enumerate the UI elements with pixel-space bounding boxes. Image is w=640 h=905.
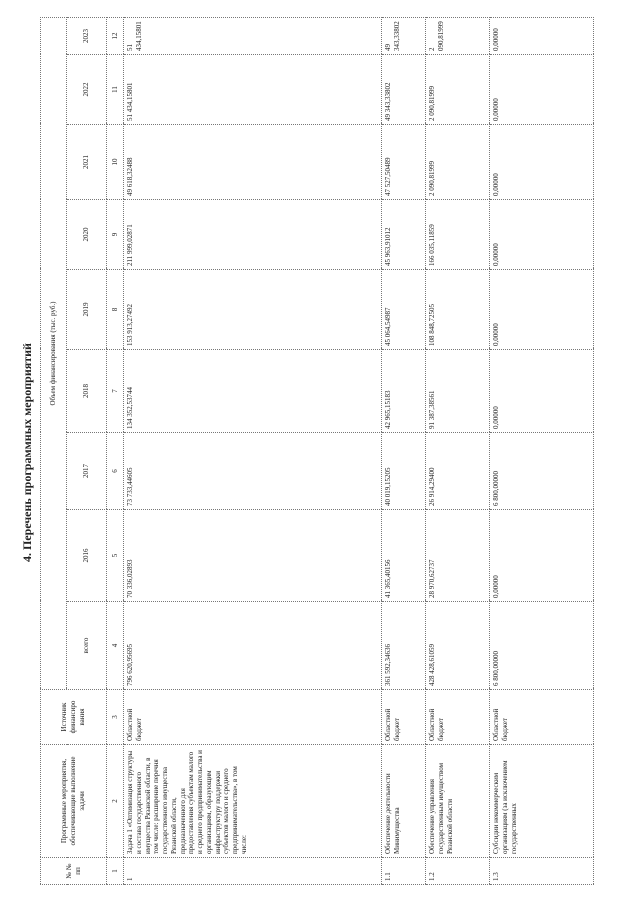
- activity-name: Субсидии некоммерческим организациям (за…: [489, 744, 594, 858]
- year-value: 45 963,91012: [381, 199, 426, 270]
- funding-source: Областной бюджет: [381, 689, 426, 745]
- table-row: 1 Задача 1 «Оптимизация структуры и соста…: [123, 17, 382, 885]
- header-total: всего: [66, 601, 107, 690]
- year-value: 0,00000: [489, 17, 594, 55]
- year-value: 0,00000: [489, 54, 594, 125]
- year-value: 28 970,62737: [425, 509, 490, 602]
- header-year: 2022: [66, 54, 107, 125]
- year-value: 51 434,15801: [123, 54, 382, 125]
- total-value: 796 620,95695: [123, 601, 382, 690]
- column-number: 6: [106, 432, 124, 510]
- table-row: 1.1 Обеспечение деятельности Минимущества…: [381, 17, 426, 885]
- year-value: 211 999,02871: [123, 199, 382, 270]
- year-value: 40 019,15205: [381, 432, 426, 510]
- column-number: 8: [106, 269, 124, 350]
- year-value: 49 343,33802: [381, 17, 426, 55]
- funding-source: Областной бюджет: [489, 689, 594, 745]
- column-number: 1: [106, 857, 124, 885]
- year-value: 153 913,27492: [123, 269, 382, 350]
- total-value: 6 800,00000: [489, 601, 594, 690]
- activity-name: Задача 1 «Оптимизация структуры и состав…: [123, 744, 382, 858]
- header-year: 2017: [66, 432, 107, 510]
- year-value: 70 336,02893: [123, 509, 382, 602]
- year-value: 0,00000: [489, 509, 594, 602]
- year-value: 6 800,00000: [489, 432, 594, 510]
- column-number: 12: [106, 17, 124, 55]
- page-title: 4. Перечень программных мероприятий: [20, 343, 34, 562]
- year-value: 0,00000: [489, 124, 594, 200]
- year-value: 91 387,38561: [425, 349, 490, 433]
- year-value: 42 965,15183: [381, 349, 426, 433]
- header-year: 2021: [66, 124, 107, 200]
- header-funding: Объем финансирования (тыс. руб.): [40, 17, 67, 690]
- column-number: 2: [106, 744, 124, 858]
- year-value: 166 035,11859: [425, 199, 490, 270]
- year-value: 49 618,32488: [123, 124, 382, 200]
- year-value: 51 434,15801: [123, 17, 382, 55]
- year-value: 2 090,81999: [425, 17, 490, 55]
- program-activities-table: № № пп Программные мероприятия, обеспечи…: [40, 17, 594, 885]
- funding-source: Областной бюджет: [123, 689, 382, 745]
- year-value: 134 352,53744: [123, 349, 382, 433]
- year-value: 0,00000: [489, 349, 594, 433]
- year-value: 47 527,50489: [381, 124, 426, 200]
- row-number: 1.1: [381, 857, 426, 885]
- year-value: 2 090,81999: [425, 124, 490, 200]
- year-value: 73 733,44605: [123, 432, 382, 510]
- column-number: 11: [106, 54, 124, 125]
- header-source: Источник финансиро вания: [40, 689, 107, 745]
- row-number: 1.3: [489, 857, 594, 885]
- total-value: 361 592,34636: [381, 601, 426, 690]
- column-number: 3: [106, 689, 124, 745]
- activity-name: Обеспечение деятельности Минимущества: [381, 744, 426, 858]
- funding-source: Областной бюджет: [425, 689, 490, 745]
- header-num: № № пп: [40, 857, 107, 885]
- year-value: 108 848,72505: [425, 269, 490, 350]
- total-value: 428 428,61059: [425, 601, 490, 690]
- header-program: Программные мероприятия, обеспечивающие …: [40, 744, 107, 858]
- year-value: 2 090,81999: [425, 54, 490, 125]
- activity-name: Обеспечение управления государственным и…: [425, 744, 490, 858]
- header-year: 2019: [66, 269, 107, 350]
- column-number: 7: [106, 349, 124, 433]
- header-year: 2023: [66, 17, 107, 55]
- column-number: 10: [106, 124, 124, 200]
- table-row: 1.2 Обеспечение управления государственны…: [425, 17, 490, 885]
- year-value: 49 343,33802: [381, 54, 426, 125]
- header-year: 2018: [66, 349, 107, 433]
- column-number-row: 1 2 3 4 5 6 7 8 9 10 11 12: [106, 17, 124, 885]
- table-row: 1.3 Субсидии некоммерческим организациям …: [489, 17, 594, 885]
- column-number: 5: [106, 509, 124, 602]
- header-year: 2020: [66, 199, 107, 270]
- header-year: 2016: [66, 509, 107, 602]
- year-value: 0,00000: [489, 269, 594, 350]
- year-value: 0,00000: [489, 199, 594, 270]
- column-number: 9: [106, 199, 124, 270]
- year-value: 45 064,54987: [381, 269, 426, 350]
- year-value: 26 914,29400: [425, 432, 490, 510]
- row-number: 1.2: [425, 857, 490, 885]
- year-value: 41 365,40156: [381, 509, 426, 602]
- column-number: 4: [106, 601, 124, 690]
- row-number: 1: [123, 857, 382, 885]
- header-row: № № пп Программные мероприятия, обеспечи…: [40, 17, 107, 885]
